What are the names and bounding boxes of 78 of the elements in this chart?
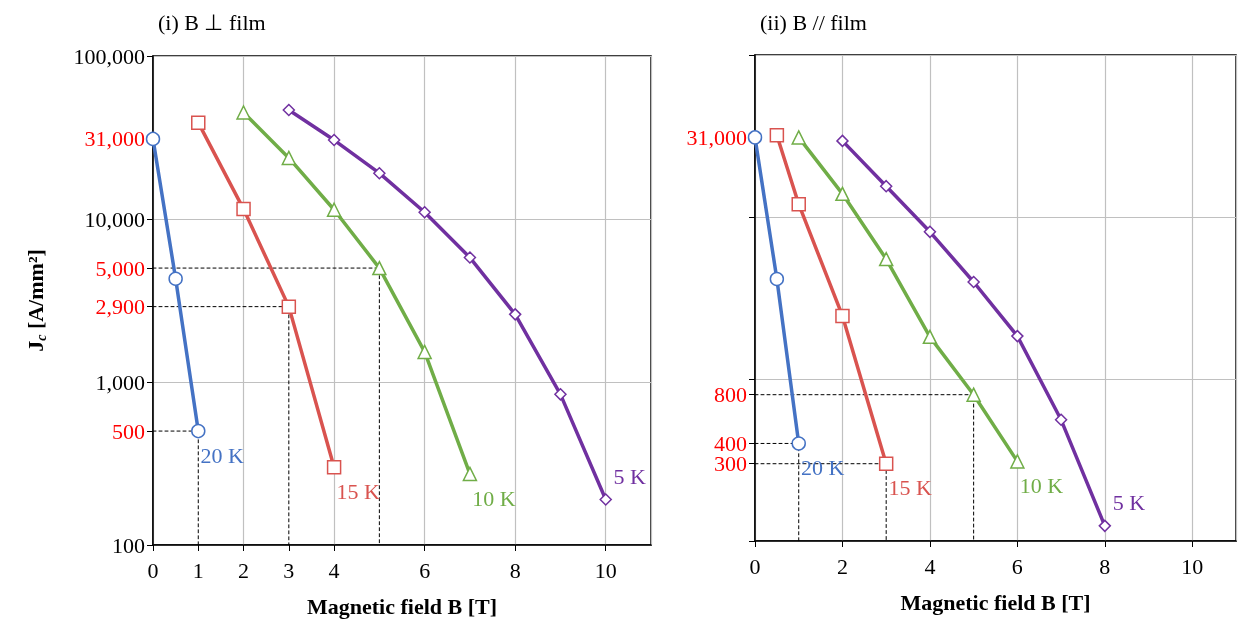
point	[923, 225, 937, 239]
series-label: 15 K	[888, 475, 932, 501]
point	[747, 130, 763, 145]
y-tick-label: 800	[714, 382, 747, 408]
point	[326, 459, 342, 475]
x-tick-label: 6	[1011, 553, 1023, 579]
point	[168, 271, 183, 286]
point	[791, 436, 806, 451]
point	[769, 271, 785, 287]
y-tick-label: 500	[112, 418, 145, 444]
point	[191, 423, 206, 439]
point	[769, 127, 785, 143]
point	[326, 202, 342, 217]
point	[372, 260, 387, 276]
y-tick-label: 5,000	[95, 255, 145, 281]
point	[281, 150, 297, 166]
chart-title: (i) B ⊥ film	[158, 9, 266, 35]
point	[966, 387, 981, 402]
point	[463, 251, 477, 264]
x-tick-label: 2	[238, 557, 250, 583]
series-label: 15 K	[336, 478, 380, 504]
x-axis-title: Magnetic field B [T]	[900, 589, 1091, 615]
point	[878, 251, 894, 267]
point	[791, 196, 806, 212]
point	[967, 275, 980, 289]
y-tick-label: 100	[112, 532, 145, 558]
point	[508, 308, 522, 321]
x-tick-label: 8	[509, 557, 521, 583]
series-label: 5 K	[613, 463, 647, 489]
chart-title: (ii) B // film	[760, 9, 867, 35]
x-tick-label: 4	[328, 557, 340, 583]
series-label: 10 K	[1019, 473, 1064, 499]
y-tick-label: 100,000	[73, 43, 145, 69]
x-tick-label: 4	[924, 553, 936, 579]
point	[878, 456, 894, 471]
x-tick-label: 10	[594, 557, 617, 583]
y-tick-label: 10,000	[84, 206, 145, 232]
point	[1011, 329, 1024, 343]
point	[1098, 519, 1112, 533]
point	[191, 115, 206, 130]
point	[373, 166, 386, 180]
point	[236, 105, 251, 120]
point	[922, 329, 938, 345]
x-tick-label: 8	[1099, 553, 1111, 579]
series-label: 20 K	[801, 455, 845, 481]
point	[282, 103, 296, 117]
point	[599, 493, 612, 506]
x-tick-label: 6	[419, 557, 431, 583]
point	[417, 344, 432, 360]
point	[281, 299, 297, 314]
x-tick-label: 0	[147, 557, 159, 583]
y-tick-label: 1,000	[95, 369, 145, 395]
point	[791, 130, 806, 145]
point	[236, 201, 251, 217]
point	[879, 179, 893, 193]
point	[554, 388, 567, 401]
point	[836, 134, 849, 148]
point	[1010, 454, 1025, 469]
point	[462, 466, 478, 482]
x-tick-label: 2	[836, 553, 848, 579]
point	[835, 186, 850, 202]
point	[418, 206, 431, 219]
x-tick-label: 3	[283, 557, 295, 583]
y-tick-label: 2,900	[95, 294, 145, 320]
x-axis-title: Magnetic field B [T]	[306, 593, 498, 619]
point	[327, 133, 341, 147]
x-tick-label: 0	[749, 553, 761, 579]
series-label: 5 K	[1112, 490, 1146, 516]
series-label: 20 K	[200, 442, 245, 468]
point	[835, 308, 850, 324]
series-label: 10 K	[472, 485, 516, 511]
x-tick-label: 1	[192, 557, 204, 583]
point	[1054, 413, 1068, 427]
y-axis-title: Jc [A/mm²]	[22, 249, 49, 352]
y-tick-label: 31,000	[84, 126, 145, 152]
x-tick-label: 10	[1181, 553, 1204, 579]
y-tick-label: 31,000	[686, 124, 747, 150]
point	[145, 131, 161, 147]
